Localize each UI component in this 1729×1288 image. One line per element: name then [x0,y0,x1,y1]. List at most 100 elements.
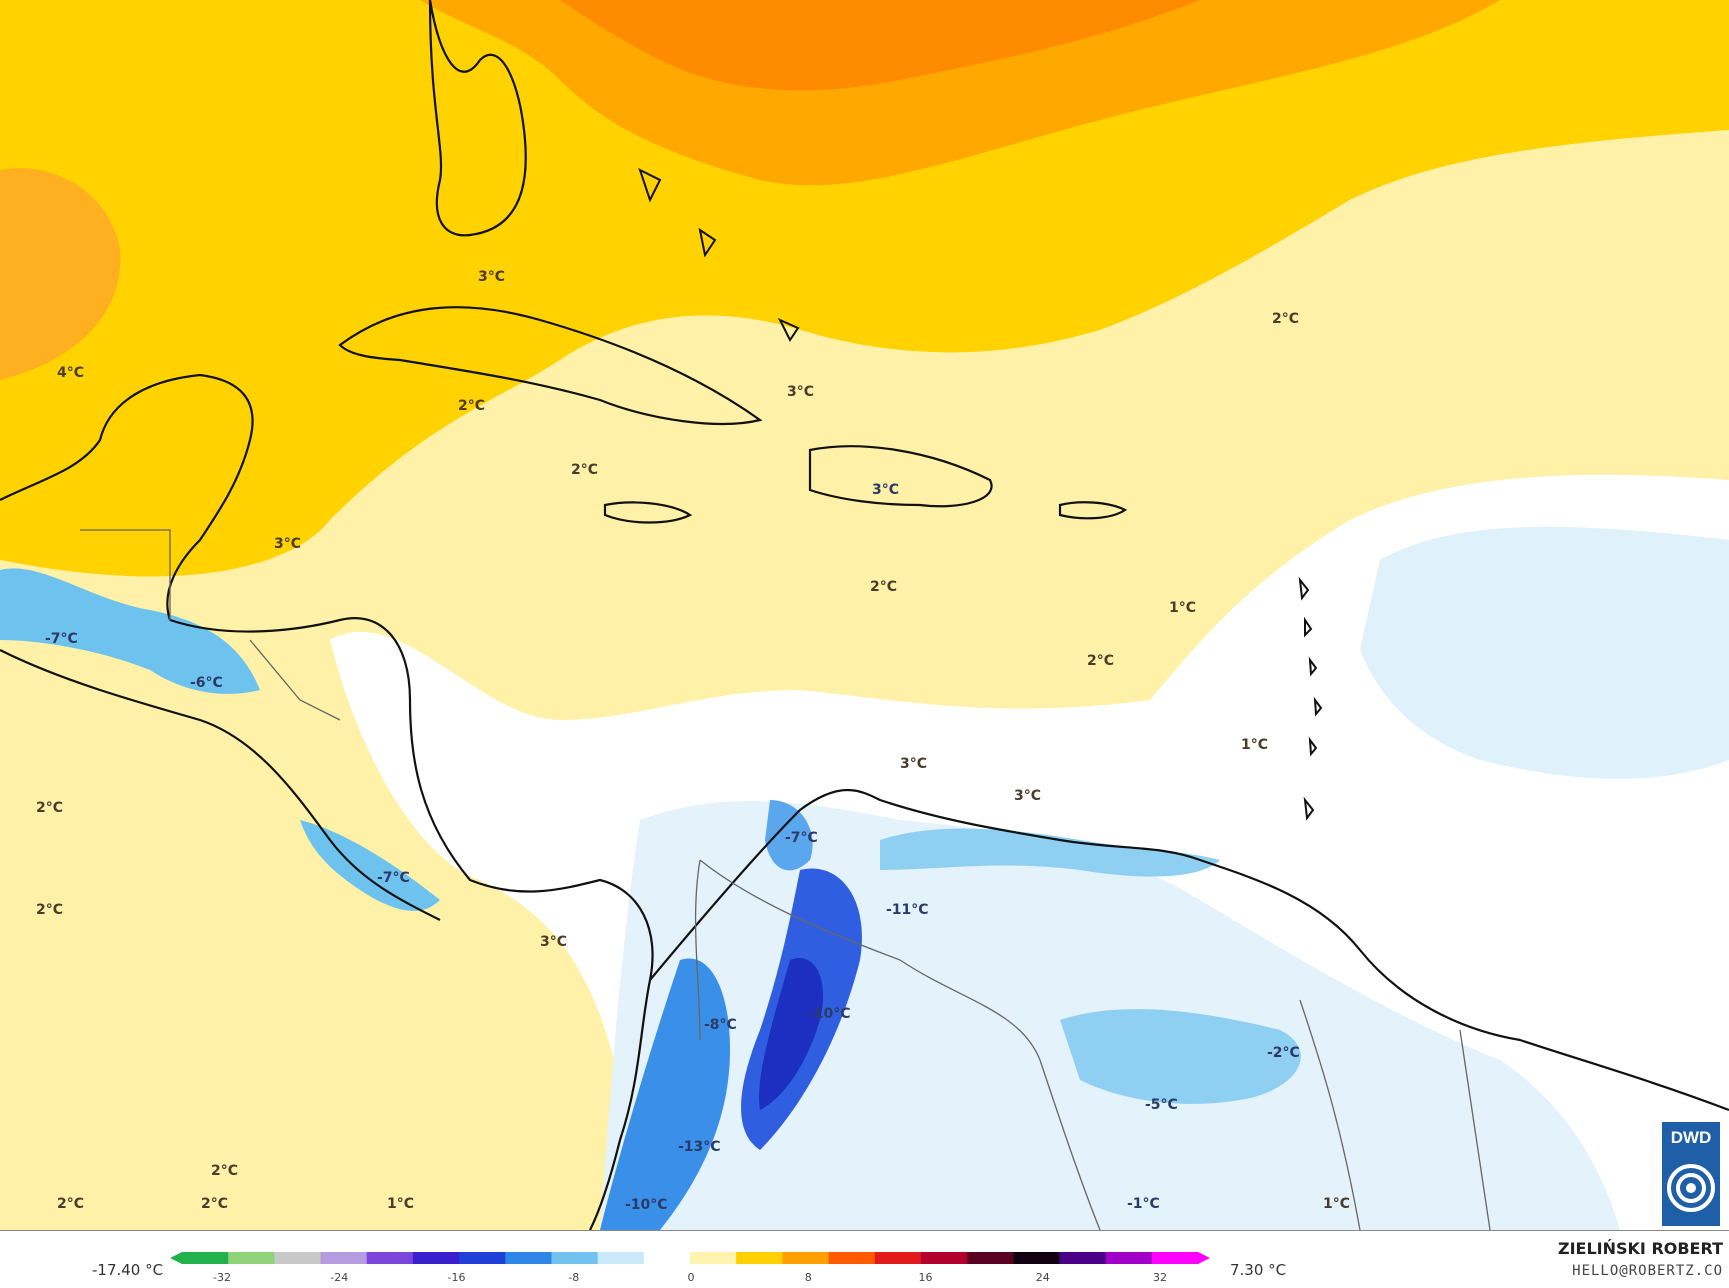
temp-label: -2°C [1267,1045,1300,1061]
color-swatch [551,1252,599,1264]
border-line [80,529,171,620]
central-america-coast [169,617,654,981]
color-swatch [228,1252,275,1264]
scale-arrow-left [170,1252,182,1264]
temp-label: 3°C [787,384,814,400]
legend-tick: -16 [447,1271,466,1284]
color-swatch [1151,1252,1199,1264]
border-line [694,859,701,1041]
border-line [1039,1059,1101,1230]
temp-label: -7°C [785,830,818,846]
temp-label: 3°C [478,269,505,285]
legend-tick: 32 [1153,1271,1167,1284]
temp-label: 3°C [274,536,301,552]
color-swatch [459,1252,506,1264]
temp-label: -10°C [625,1197,668,1213]
temp-label: -1°C [1127,1196,1160,1212]
scale-arrow-right [1198,1252,1210,1264]
color-swatch [874,1252,922,1264]
legend-tick: 16 [918,1271,933,1284]
legend-min-label: -17.40 °C [92,1261,164,1279]
temp-label: 1°C [387,1196,414,1212]
island [1303,796,1315,821]
island [698,227,717,258]
temp-label: -13°C [678,1139,721,1155]
color-swatch [366,1252,414,1264]
temp-label: 2°C [1272,311,1299,327]
puerto-rico-coast [1058,501,1128,520]
swirl-icon [1667,1164,1715,1212]
temp-label: 1°C [1169,600,1196,616]
temp-label: -10°C [808,1006,851,1022]
color-swatch [828,1252,876,1264]
hispaniola-coast [808,445,993,508]
legend-max-label: 7.30 °C [1230,1261,1287,1279]
dwd-logo-text: DWD [1670,1128,1712,1147]
cold-zone-atlantic [1360,526,1729,779]
temp-label: -6°C [190,675,223,691]
temperature-labels: 3°C 4°C 2°C 3°C 2°C 2°C 3°C 3°C 2°C 1°C … [36,269,1350,1213]
warm-zone-orange-west [0,168,121,380]
legend-tick: 24 [1035,1271,1050,1284]
island [777,317,800,342]
color-swatch [967,1252,1014,1264]
border-line [1459,1029,1491,1230]
temp-label: 2°C [458,398,485,414]
warm-zone-yellow [0,0,1729,577]
color-swatch [1013,1252,1060,1264]
cold-zone-andes-west [600,958,730,1230]
temp-label: 1°C [1323,1196,1350,1212]
author-name: ZIELIŃSKI ROBERT [1557,1239,1723,1258]
warm-zone-deep-orange [560,0,1200,91]
color-swatch [320,1252,368,1264]
temp-label: -7°C [377,870,410,886]
temp-label: 2°C [211,1163,238,1179]
color-swatch [412,1252,460,1264]
jamaica-coast [603,501,693,524]
temp-label: -8°C [704,1017,737,1033]
temp-label: 2°C [36,800,63,816]
temp-label: 2°C [571,462,598,478]
warm-zone-pale-south [0,640,640,1230]
cold-zone-central-america-north [0,568,260,694]
island [1304,616,1313,638]
temp-label: 2°C [36,902,63,918]
pacific-coast [0,649,441,921]
island [1308,736,1318,757]
lesser-antilles [638,168,1323,821]
cold-zone-venezuela [880,828,1220,877]
border-line [699,859,901,961]
border-line [249,639,341,721]
legend-bar: -17.40 °C -32 -24 -16 -8 0 8 16 24 32 7.30 °C ZI… [0,1230,1729,1288]
color-swatch [736,1252,783,1264]
temp-label: 3°C [540,934,567,950]
south-america-coast [649,788,1729,1112]
legend-tick: -24 [330,1271,349,1284]
temp-label: 3°C [872,482,899,498]
border-line [899,959,1041,1061]
temp-label: 2°C [201,1196,228,1212]
legend-tick: -8 [568,1271,580,1284]
cold-zone-guiana [1060,1009,1301,1104]
cuba-coast [338,306,763,425]
temp-label: -5°C [1145,1097,1178,1113]
temp-label: 1°C [1241,737,1268,753]
temp-label: -11°C [886,902,929,918]
temp-label: 2°C [870,579,897,595]
legend-tick: -32 [213,1271,231,1284]
island [1313,696,1323,717]
cold-zone-andes-core [759,958,824,1110]
coastlines [0,0,1729,1230]
color-swatch [690,1252,737,1264]
yucatan-coast [0,373,254,621]
island [1298,576,1310,601]
florida-coast [428,0,527,237]
dwd-logo: DWD [1662,1122,1720,1226]
author-email: HELLO@ROBERTZ.CO [1572,1263,1723,1279]
colombia-pacific-coast [589,979,652,1230]
color-swatch [274,1252,322,1264]
island [638,168,662,203]
island [1308,656,1318,677]
temp-label: 2°C [57,1196,84,1212]
warm-zone-pale [0,130,1729,720]
